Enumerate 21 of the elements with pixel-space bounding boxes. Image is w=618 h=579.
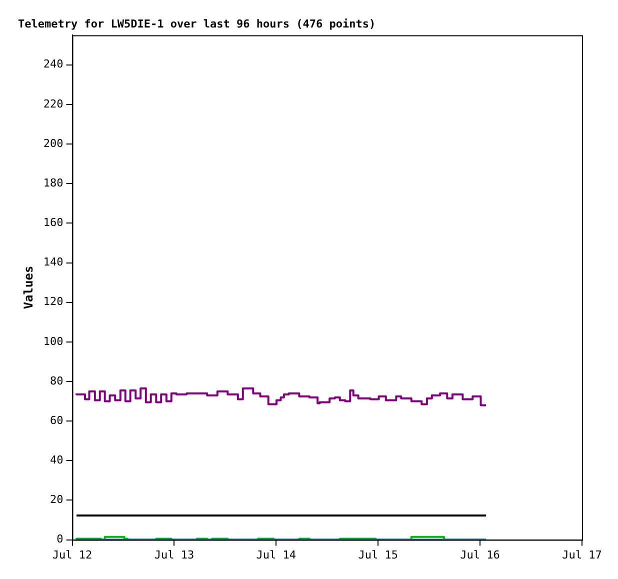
y-tick-label: 60 — [50, 414, 64, 427]
y-tick-label: 240 — [43, 58, 64, 71]
x-tick-label: Jul 13 — [154, 548, 194, 562]
y-tick-label: 120 — [43, 295, 64, 308]
chart-title: Telemetry for LW5DIE-1 over last 96 hours (476 points) — [18, 17, 376, 30]
y-tick-label: 200 — [43, 136, 64, 150]
x-tick-label: Jul 16 — [460, 548, 500, 562]
y-tick-label: 180 — [43, 176, 64, 190]
y-tick-label: 100 — [43, 334, 64, 348]
x-tick-label: Jul 17 — [562, 548, 602, 562]
y-tick-label: 20 — [50, 493, 64, 506]
y-tick-label: 80 — [50, 374, 64, 388]
x-tick-label: Jul 12 — [52, 548, 92, 562]
x-tick-label: Jul 14 — [256, 548, 296, 562]
y-tick-label: 140 — [43, 256, 64, 269]
x-tick-label: Jul 15 — [358, 548, 398, 562]
y-tick-label: 160 — [43, 216, 64, 230]
y-tick-label: 220 — [43, 97, 64, 110]
y-axis-title: Values — [21, 266, 36, 310]
y-tick-label: 0 — [56, 532, 64, 546]
y-tick-label: 40 — [50, 454, 64, 467]
